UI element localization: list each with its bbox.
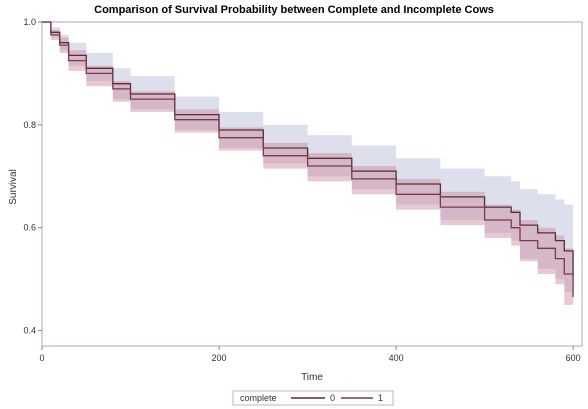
confidence-band-0 — [42, 22, 574, 326]
x-tick-label-200: 200 — [212, 353, 227, 363]
y-tick-label-0.6: 0.6 — [23, 223, 36, 233]
x-axis-label: Time — [301, 372, 323, 383]
x-tick-label-400: 400 — [389, 353, 404, 363]
legend-title: complete — [240, 393, 277, 403]
plot-frame — [41, 21, 583, 347]
legend-label-1: 1 — [378, 393, 383, 403]
chart-title: Comparison of Survival Probability betwe… — [94, 4, 494, 16]
survival-lines — [42, 21, 574, 298]
survival-line-1 — [42, 21, 574, 298]
confidence-bands — [42, 22, 574, 341]
y-tick-label-1: 1.0 — [23, 17, 36, 27]
x-tick-label-600: 600 — [566, 353, 581, 363]
y-axis-label: Survival — [8, 169, 19, 205]
y-axis-ticks: 0.4 0.6 0.8 1.0 — [23, 17, 42, 336]
y-tick-label-0.8: 0.8 — [23, 120, 36, 130]
survival-line-0 — [42, 21, 574, 277]
legend-label-0: 0 — [330, 393, 335, 403]
x-axis-ticks: 0 200 400 600 — [39, 346, 581, 363]
legend: complete 0 1 — [232, 390, 394, 406]
x-tick-label-0: 0 — [39, 353, 44, 363]
y-tick-label-0.4: 0.4 — [23, 326, 36, 336]
